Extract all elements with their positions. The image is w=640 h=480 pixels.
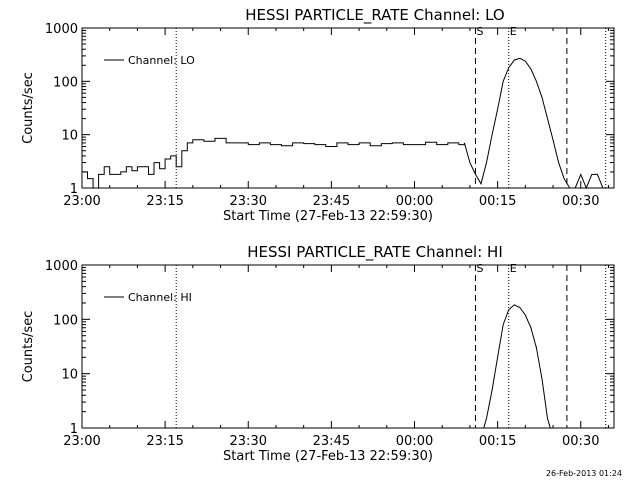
hi-marker-label-e: E	[510, 262, 517, 275]
hi-y-tick-label: 1	[70, 422, 78, 437]
lo-x-tick-label: 00:00	[396, 194, 433, 209]
hi-x-tick-label: 23:15	[146, 434, 183, 449]
lo-x-tick-label: 23:30	[230, 194, 267, 209]
hi-x-tick-label: 23:00	[63, 434, 100, 449]
hi-x-tick-label: 00:00	[396, 434, 433, 449]
hi-legend-label: Channel: HI	[128, 291, 192, 304]
lo-x-axis-label: Start Time (27-Feb-13 22:59:30)	[223, 209, 433, 224]
hi-y-tick-label: 10	[61, 368, 78, 383]
lo-legend: Channel: LO	[104, 54, 195, 67]
timestamp-label: 26-Feb-2013 01:24	[546, 469, 622, 478]
lo-x-tick-label: 23:45	[313, 194, 350, 209]
lo-marker-label-e: E	[510, 25, 517, 38]
lo-axis-ticks: 23:00 23:15 23:30 23:45 00:00 00:15 00:30 1 10 10…	[45, 22, 614, 209]
hi-x-tick-label: 00:30	[562, 434, 599, 449]
hi-channel-panel: HESSI PARTICLE_RATE Channel: HI Counts/s…	[21, 243, 615, 464]
lo-x-tick-label: 00:15	[479, 194, 516, 209]
lo-marker-label-s: S	[476, 25, 483, 38]
hi-x-tick-label: 23:30	[230, 434, 267, 449]
hi-x-tick-label: 23:45	[313, 434, 350, 449]
lo-x-tick-label: 23:15	[146, 194, 183, 209]
lo-chart-title: HESSI PARTICLE_RATE Channel: LO	[245, 6, 504, 25]
hi-y-tick-label: 100	[53, 313, 78, 328]
hi-legend: Channel: HI	[104, 291, 192, 304]
lo-y-tick-label: 1000	[45, 22, 78, 37]
hi-y-tick-label: 1000	[45, 259, 78, 274]
hi-axis-ticks: 23:00 23:15 23:30 23:45 00:00 00:15 00:30 1 10 10…	[45, 259, 614, 449]
lo-y-tick-label: 100	[53, 75, 78, 90]
hi-plot-frame	[81, 264, 615, 429]
hi-x-axis-label: Start Time (27-Feb-13 22:59:30)	[223, 449, 433, 464]
hi-marker-label-s: S	[476, 262, 483, 275]
lo-series-line	[82, 57, 604, 190]
lo-y-axis-label: Counts/sec	[21, 72, 36, 144]
lo-x-tick-label: 23:00	[63, 194, 100, 209]
lo-x-tick-label: 00:30	[562, 194, 599, 209]
hi-x-tick-label: 00:15	[479, 434, 516, 449]
lo-plot-frame	[81, 27, 615, 189]
lo-y-tick-label: 10	[61, 129, 78, 144]
hi-series-line	[483, 304, 551, 429]
lo-legend-label: Channel: LO	[128, 54, 195, 67]
hi-y-axis-label: Counts/sec	[21, 311, 36, 383]
lo-y-tick-label: 1	[70, 182, 78, 197]
hi-chart-title: HESSI PARTICLE_RATE Channel: HI	[247, 243, 503, 262]
lo-channel-panel: HESSI PARTICLE_RATE Channel: LO Counts/s…	[21, 6, 615, 224]
